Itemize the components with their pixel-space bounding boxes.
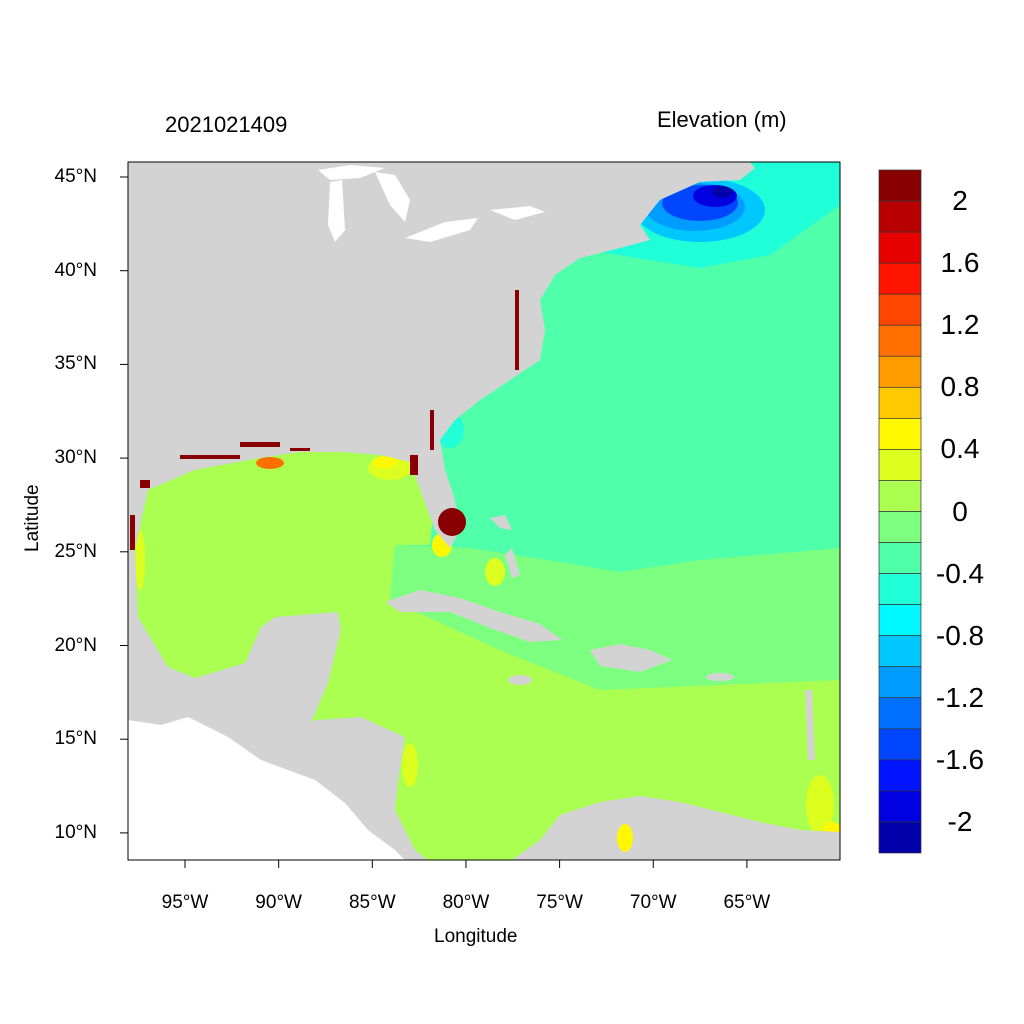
- x-axis-label: Longitude: [434, 926, 518, 947]
- lon-tick-label: 75°W: [536, 892, 583, 913]
- great-lakes: [318, 165, 545, 242]
- lat-tick-label: 25°N: [54, 540, 97, 562]
- lat-tick-label: 35°N: [54, 353, 97, 375]
- colorbar-label: -2: [947, 805, 973, 837]
- lat-tick-label: 20°N: [54, 634, 97, 656]
- lon-tick-label: 80°W: [442, 892, 490, 913]
- islands: [385, 515, 840, 860]
- axis-ticks: [120, 176, 748, 868]
- colorbar-box: [878, 635, 922, 668]
- lesser-antilles: [805, 690, 815, 760]
- variable-title: Elevation (m): [657, 107, 787, 132]
- colorbar-box: [878, 573, 922, 605]
- lon-tick-label: 65°W: [723, 892, 771, 913]
- colorbar-box: [878, 666, 922, 699]
- colorbar: [878, 169, 922, 854]
- lat-tick-label: 10°N: [54, 821, 97, 843]
- colorbar-box: [878, 355, 922, 388]
- map-date-title: 2021021409: [165, 112, 288, 137]
- hispaniola: [590, 644, 672, 672]
- lon-tick-label: 85°W: [348, 892, 396, 913]
- colorbar-label: 2: [952, 185, 968, 217]
- lon-tick-label: 95°W: [161, 892, 209, 913]
- colorbar-label: 0.8: [940, 371, 980, 403]
- colorbar-label: 0.4: [940, 433, 980, 465]
- colorbar-label: -1.2: [935, 681, 985, 713]
- colorbar-box: [878, 480, 922, 512]
- colorbar-box: [878, 759, 922, 792]
- lake-maracaibo: [617, 824, 633, 852]
- coastal-high-water-specks: [130, 290, 519, 550]
- colorbar-box: [878, 604, 922, 637]
- bahamas: [490, 515, 512, 530]
- colorbar-label: -0.4: [935, 557, 985, 589]
- pacific-no-data: [128, 717, 405, 860]
- lat-tick-label: 30°N: [54, 447, 97, 469]
- colorbar-box: [878, 821, 922, 854]
- colorbar-box: [878, 697, 922, 730]
- map-frame: [127, 161, 841, 861]
- bahamas-2: [505, 548, 520, 578]
- colorbar-box: [878, 790, 922, 823]
- lon-tick-label: 90°W: [255, 892, 302, 913]
- colorbar-box: [878, 511, 922, 543]
- puerto-rico: [706, 673, 734, 681]
- lat-tick-label: 45°N: [54, 166, 97, 187]
- florida-high-water: [438, 508, 466, 536]
- colorbar-box: [878, 231, 922, 264]
- lon-tick-label: 70°W: [629, 892, 677, 913]
- colorbar-box: [878, 293, 922, 326]
- colorbar-box: [878, 169, 922, 202]
- lat-tick-label: 40°N: [54, 259, 97, 281]
- cuba: [385, 590, 562, 642]
- colorbar-box: [878, 200, 922, 233]
- jamaica: [508, 675, 532, 685]
- colorbar-label: 1.2: [940, 309, 980, 341]
- lat-tick-label: 15°N: [54, 728, 97, 750]
- colorbar-label: -0.8: [935, 619, 985, 651]
- colorbar-label: -1.6: [935, 743, 985, 775]
- south-america: [512, 796, 840, 860]
- colorbar-label: 1.6: [940, 247, 980, 279]
- colorbar-label: 0: [952, 495, 968, 527]
